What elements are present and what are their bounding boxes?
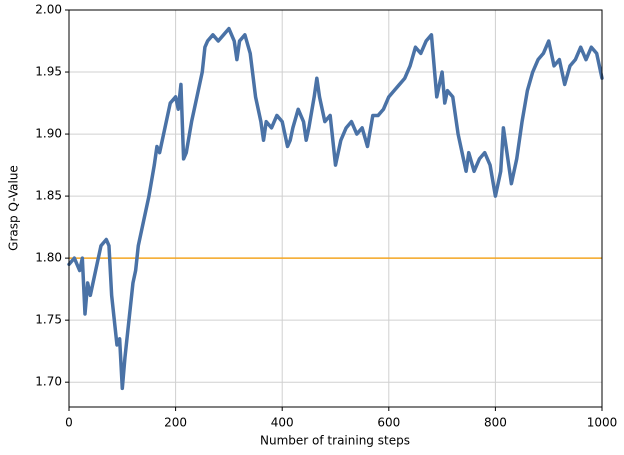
y-tick-label: 1.95	[35, 65, 62, 79]
y-tick-label: 1.80	[35, 251, 62, 265]
y-axis-label: Grasp Q-Value	[7, 165, 21, 251]
y-tick-label: 1.90	[35, 127, 62, 141]
y-tick-label: 2.00	[35, 3, 62, 17]
x-tick-label: 800	[484, 416, 507, 430]
x-tick-label: 1000	[587, 416, 618, 430]
x-tick-label: 200	[164, 416, 187, 430]
y-tick-label: 1.70	[35, 375, 62, 389]
x-tick-label: 400	[271, 416, 294, 430]
x-axis-label: Number of training steps	[260, 434, 410, 448]
y-tick-label: 1.85	[35, 189, 62, 203]
data-line	[67, 26, 604, 391]
x-tick-label: 600	[377, 416, 400, 430]
x-tick-label: 0	[65, 416, 73, 430]
y-tick-label: 1.75	[35, 313, 62, 327]
plot-frame	[68, 9, 603, 408]
